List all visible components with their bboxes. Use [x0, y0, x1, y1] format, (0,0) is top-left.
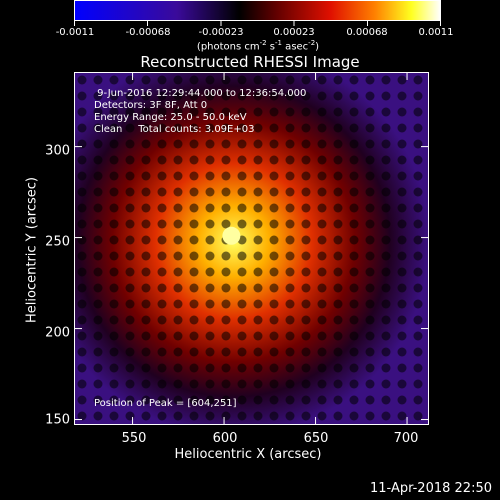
annotation-detectors: Detectors: 3F 8F, Att 0	[94, 100, 208, 111]
colorbar-tick: -0.0011	[55, 27, 95, 38]
y-axis-label: Heliocentric Y (arcsec)	[24, 177, 40, 323]
colorbar-units: (photons cm-2 s-1 asec-2)	[196, 39, 320, 53]
heatmap-sidelobes	[74, 72, 429, 425]
colorbar-tick: 0.00068	[346, 27, 388, 38]
colorbar-tick: -0.00023	[198, 27, 244, 38]
y-tick-label: 250	[45, 234, 70, 250]
annotation-time-range: 9-Jun-2016 12:29:44.000 to 12:36:54.000	[94, 88, 307, 99]
x-tick-label: 650	[303, 431, 329, 446]
chart-title: Reconstructed RHESSI Image	[140, 53, 360, 71]
plot-frame	[74, 72, 429, 425]
x-tick-label: 700	[393, 431, 419, 446]
annotation-energy: Energy Range: 25.0 - 50.0 keV	[94, 112, 247, 123]
colorbar-tick: 0.00023	[273, 27, 315, 38]
heatmap-plot	[74, 72, 429, 425]
colorbar-tick: 0.0011	[418, 27, 454, 38]
colorbar	[74, 0, 441, 26]
heatmap-hotspots	[222, 226, 241, 245]
x-tick-label: 550	[121, 431, 147, 446]
timestamp: 11-Apr-2018 22:50	[370, 481, 492, 496]
annotation-clean: Clean Total counts: 3.09E+03	[94, 124, 255, 135]
y-tick-label: 300	[45, 143, 70, 159]
y-tick-label: 150	[45, 412, 70, 428]
x-axis-label: Heliocentric X (arcsec)	[174, 447, 322, 462]
x-tick-label: 600	[212, 431, 238, 446]
annotation-peak: Position of Peak = [604,251]	[94, 398, 237, 409]
y-tick-label: 200	[45, 325, 70, 341]
peak-hotspot	[222, 226, 241, 245]
colorbar-tick: -0.00068	[125, 27, 171, 38]
